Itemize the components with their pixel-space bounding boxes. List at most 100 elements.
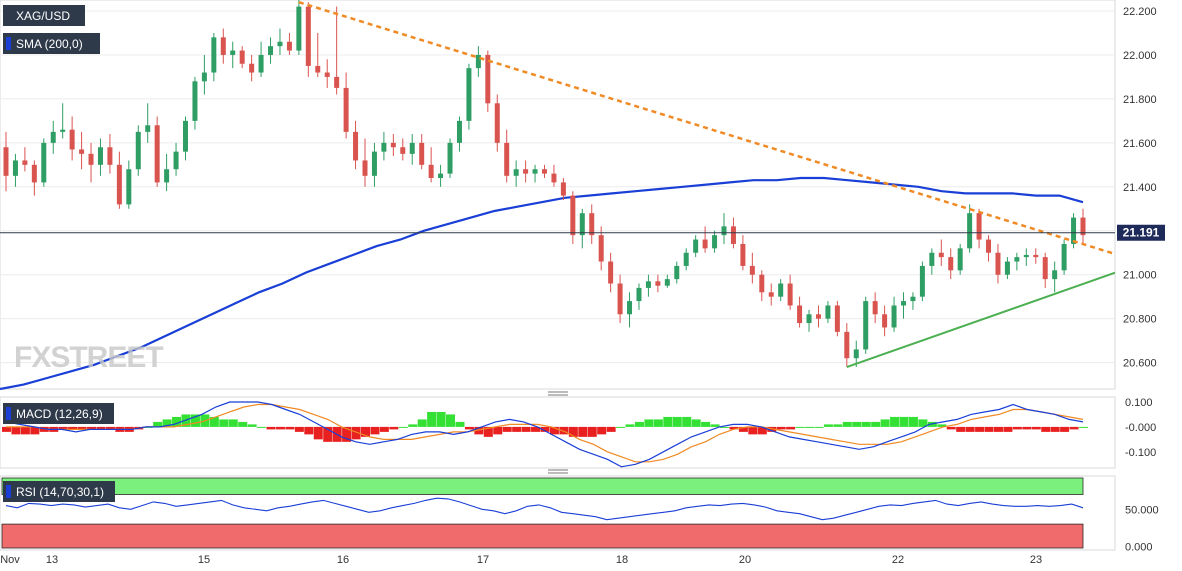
candle bbox=[664, 274, 670, 288]
macd-histogram-bar bbox=[105, 426, 115, 430]
candle bbox=[428, 147, 434, 183]
candle bbox=[1080, 208, 1086, 244]
instrument-tag-bg bbox=[3, 5, 85, 26]
candle bbox=[353, 120, 359, 170]
candle-body bbox=[211, 37, 217, 73]
candle bbox=[1052, 261, 1058, 293]
candle bbox=[768, 283, 774, 306]
candle bbox=[1023, 248, 1029, 266]
macd-histogram-bar bbox=[918, 419, 928, 427]
macd-histogram-bar bbox=[436, 411, 446, 427]
candle-body bbox=[145, 125, 151, 132]
sma-200-line bbox=[0, 176, 1084, 391]
macd-histogram-bar bbox=[11, 426, 21, 435]
descending-resistance-line bbox=[298, 1, 1116, 256]
macd-histogram-bar bbox=[389, 426, 399, 430]
candle-body bbox=[693, 239, 699, 253]
candle bbox=[494, 94, 500, 152]
candle bbox=[825, 301, 831, 324]
trend-lines bbox=[298, 1, 1116, 368]
candle bbox=[645, 274, 651, 297]
macd-histogram-bar bbox=[587, 426, 597, 437]
candle bbox=[334, 6, 340, 95]
candle-body bbox=[929, 252, 935, 266]
candle-body bbox=[258, 54, 264, 73]
candle-body bbox=[107, 147, 113, 165]
candle-body bbox=[825, 305, 831, 319]
candle-body bbox=[334, 76, 340, 88]
macd-histogram-bar bbox=[984, 426, 994, 432]
candle bbox=[258, 41, 264, 77]
candle-body bbox=[560, 182, 566, 196]
candle bbox=[1061, 239, 1067, 275]
candle bbox=[362, 138, 368, 187]
candle bbox=[1033, 248, 1039, 264]
macd-histogram-bar bbox=[899, 416, 909, 427]
candle bbox=[608, 252, 614, 293]
macd-histogram-bar bbox=[672, 416, 682, 427]
macd-histogram-bar bbox=[965, 426, 975, 432]
macd-histogram-bar bbox=[2, 426, 11, 432]
candle bbox=[41, 138, 47, 187]
macd-histogram-bar bbox=[247, 424, 257, 427]
candle-body bbox=[636, 287, 642, 302]
price-tick-label: 21.000 bbox=[1123, 270, 1157, 282]
rsi-label: RSI (14,70,30,1) bbox=[16, 485, 104, 499]
candle-body bbox=[608, 261, 614, 284]
candle bbox=[371, 142, 377, 187]
candle bbox=[154, 116, 160, 187]
macd-histogram-bar bbox=[937, 424, 947, 427]
candle-body bbox=[551, 173, 557, 183]
macd-histogram-bar bbox=[455, 421, 465, 427]
candle-body bbox=[353, 131, 359, 161]
candle bbox=[381, 131, 387, 161]
candle-body bbox=[872, 301, 878, 315]
rsi-resize-handle[interactable] bbox=[548, 469, 568, 474]
candle bbox=[116, 151, 122, 209]
candle bbox=[50, 120, 56, 154]
candle bbox=[598, 226, 604, 271]
candle bbox=[787, 274, 793, 310]
candle-body bbox=[749, 265, 755, 275]
macd-tick-label: 0.100 bbox=[1125, 397, 1153, 409]
time-tick-label: 16 bbox=[337, 554, 349, 566]
candle-body bbox=[938, 252, 944, 258]
macd-histogram-bar bbox=[1050, 426, 1060, 432]
candle-body bbox=[60, 129, 66, 132]
candle-body bbox=[523, 169, 529, 174]
macd-histogram-bar bbox=[257, 426, 267, 428]
candle bbox=[126, 160, 132, 209]
candle bbox=[797, 296, 803, 328]
macd-histogram-bar bbox=[464, 426, 474, 430]
candle bbox=[712, 230, 718, 253]
macd-resize-handle[interactable] bbox=[548, 391, 568, 396]
candle bbox=[542, 164, 547, 179]
candle-body bbox=[570, 195, 576, 236]
candle-body bbox=[22, 160, 28, 165]
macd-histogram-bar bbox=[842, 421, 852, 427]
macd-histogram-bar bbox=[767, 426, 777, 432]
candle-body bbox=[116, 164, 122, 205]
candle-body bbox=[135, 131, 141, 170]
candle bbox=[1004, 257, 1010, 280]
candle-body bbox=[201, 72, 207, 82]
candle-body bbox=[494, 103, 500, 143]
rsi-chart: 50.000 0.000 bbox=[1, 477, 1159, 553]
macd-histogram-bar bbox=[228, 419, 238, 427]
candle-body bbox=[778, 283, 784, 297]
macd-histogram-bar bbox=[521, 426, 531, 432]
candle bbox=[853, 340, 859, 368]
candle-body bbox=[381, 142, 387, 152]
price-tick-label: 20.800 bbox=[1123, 314, 1157, 326]
candle bbox=[456, 116, 462, 152]
macd-histogram-bar bbox=[77, 426, 87, 430]
candle-body bbox=[683, 252, 689, 266]
candle bbox=[79, 131, 85, 170]
macd-histogram-bar bbox=[209, 416, 219, 427]
candle-body bbox=[41, 142, 47, 183]
candle bbox=[145, 103, 151, 143]
candle bbox=[107, 134, 113, 174]
candle-body bbox=[1061, 243, 1067, 271]
candle bbox=[815, 305, 821, 328]
